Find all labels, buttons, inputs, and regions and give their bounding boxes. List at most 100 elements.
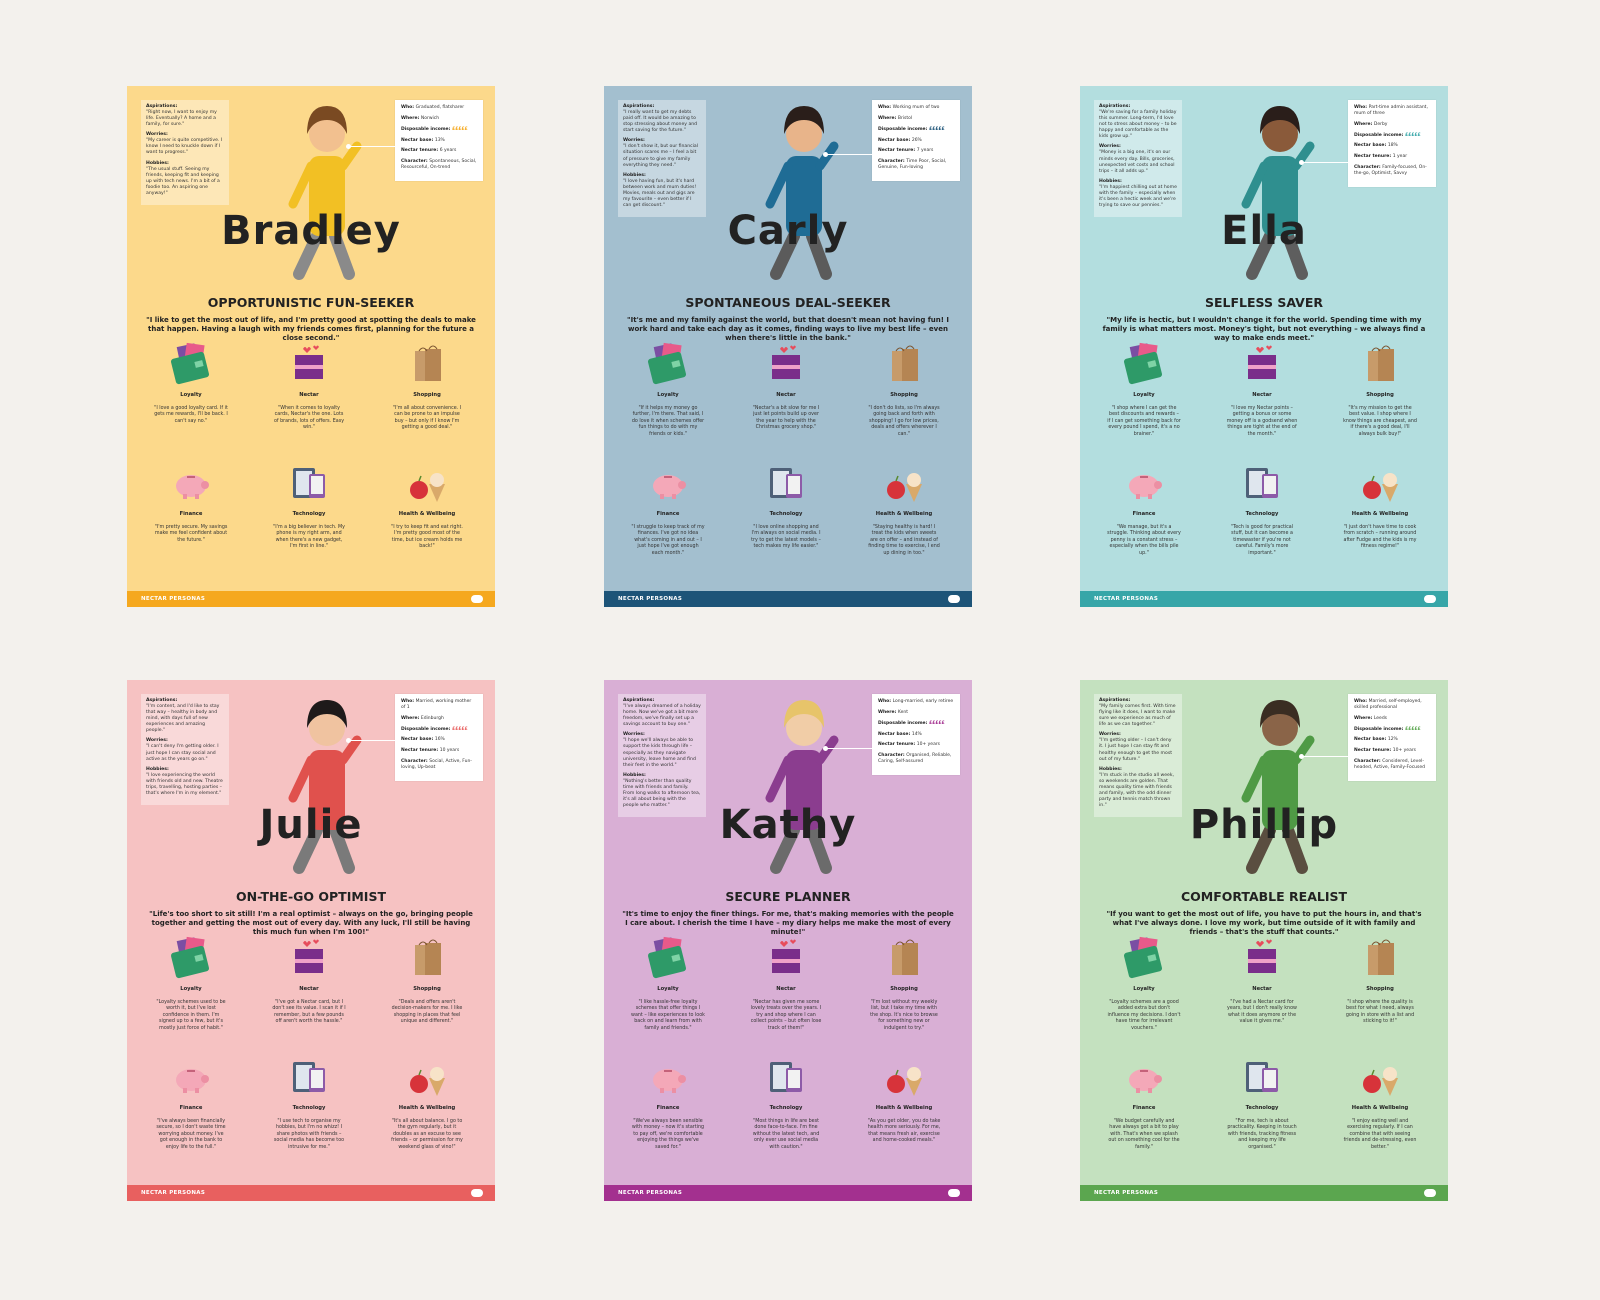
profile-label-tenure: Nectar tenure: (878, 148, 917, 154)
label-hobbies: Hobbies: (1099, 766, 1122, 772)
profile-character: Character: Time Poor, Social, Genuine, F… (878, 159, 954, 171)
category-quote: "I'm all about convenience. I can be pro… (392, 406, 462, 431)
category-label: Nectar (299, 986, 319, 992)
profile-where: Where: Bristol (878, 116, 954, 122)
category-quote: "I try to keep fit and eat right. I'm pr… (391, 525, 463, 550)
label-hobbies: Hobbies: (623, 772, 646, 778)
profile-value-where: Leeds (1373, 715, 1388, 721)
category-label: Technology (769, 1105, 803, 1111)
profile-value-where: Derby (1373, 121, 1388, 127)
profile-income: Disposable income: £££££ (401, 127, 477, 133)
text-hobbies: "I'm stuck in the studio all week, so we… (1099, 772, 1174, 808)
profile-label-base: Nectar base: (878, 731, 912, 737)
profile-income: Disposable income: £££££ (878, 127, 954, 133)
profile-label-income: Disposable income: (401, 126, 452, 132)
category-label: Finance (656, 1105, 680, 1111)
profile-who: Who: Married, self-employed, skilled pro… (1354, 699, 1430, 711)
category-finance: Finance "We manage, but it's a struggle. … (1089, 460, 1199, 557)
health-icon (410, 473, 445, 502)
category-loyalty: Loyalty "I shop where I can get the best … (1089, 341, 1199, 438)
label-hobbies: Hobbies: (146, 766, 169, 772)
label-aspirations: Aspirations: (623, 104, 655, 109)
category-quote: "When it comes to loyalty cards, Nectar'… (273, 406, 345, 431)
category-health: Health & Wellbeing "I try to keep fit and… (372, 460, 482, 551)
profile-who: Who: Part-time admin assistant, mum of t… (1354, 105, 1430, 117)
speech-bubble-icon (1424, 1189, 1436, 1197)
profile-box: Who: Part-time admin assistant, mum of t… (1348, 100, 1436, 187)
profile-box: Who: Working mum of two Where: Bristol Dis… (872, 100, 960, 181)
footer-bar: NECTAR PERSONAS (1080, 591, 1448, 607)
persona-quote: "Life's too short to sit still! I'm a re… (149, 910, 473, 937)
category-label: Shopping (890, 986, 918, 992)
category-technology: Technology "I'm a big believer in tech. M… (254, 460, 364, 551)
persona-card-ella: Aspirations: "We're saving for a family h… (1080, 86, 1448, 607)
profile-label-where: Where: (1354, 715, 1374, 721)
category-quote: "I'm pretty secure. My savings make me f… (154, 525, 228, 543)
label-aspirations: Aspirations: (146, 104, 178, 109)
category-loyalty: Loyalty "If it helps my money go further,… (613, 341, 723, 438)
profile-label-who: Who: (878, 699, 893, 704)
label-aspirations: Aspirations: (146, 698, 178, 703)
label-aspirations: Aspirations: (1099, 698, 1131, 703)
category-label: Finance (1132, 1105, 1156, 1111)
profile-value-where: Bristol (897, 115, 913, 121)
nectar-card-icon (295, 345, 323, 379)
profile-box: Who: Long-married, early retiree Where: K… (872, 694, 960, 775)
aspirations-hobbies: Hobbies: "The usual stuff. Seeing my frie… (146, 161, 224, 197)
persona-name: Julie (259, 802, 363, 848)
profile-box: Who: Married, working mother of 1 Where: … (395, 694, 483, 781)
category-quote: "I've got a Nectar card, but I don't see… (272, 1000, 346, 1025)
aspirations-aspirations: Aspirations: "We're saving for a family h… (1099, 104, 1177, 140)
persona-quote: "My life is hectic, but I wouldn't chang… (1102, 316, 1426, 343)
aspirations-box: Aspirations: "Right now, I want to enjoy … (141, 100, 229, 205)
profile-label-tenure: Nectar tenure: (401, 748, 440, 754)
persona-illustration (288, 106, 362, 280)
footer-bar: NECTAR PERSONAS (604, 591, 972, 607)
persona-name: Bradley (221, 208, 401, 254)
profile-tenure: Nectar tenure: 10+ years (1354, 748, 1430, 754)
piggy-bank-icon (1129, 1069, 1162, 1093)
category-shopping: Shopping "I'm all about convenience. I ca… (372, 341, 482, 432)
category-label: Loyalty (1133, 392, 1155, 398)
category-label: Nectar (1252, 986, 1272, 992)
persona-quote: "It's me and my family against the world… (626, 316, 950, 343)
category-quote: "We manage, but it's a struggle. Thinkin… (1107, 525, 1181, 556)
connector-dot (1299, 160, 1304, 165)
category-finance: Finance "I'm pretty secure. My savings ma… (136, 460, 246, 544)
label-hobbies: Hobbies: (623, 172, 646, 178)
category-label: Nectar (776, 392, 796, 398)
category-quote: "I like hassle-free loyalty schemes that… (631, 1000, 705, 1031)
persona-quote: "I like to get the most out of life, and… (146, 316, 476, 343)
text-aspirations: "I really want to get my debts paid off.… (623, 110, 698, 134)
profile-label-where: Where: (878, 709, 898, 715)
profile-value-who: Married, working mother of 1 (401, 699, 472, 710)
speech-bubble-icon (948, 595, 960, 603)
category-shopping: Shopping "It's my mission to get the best… (1325, 341, 1435, 438)
category-quote: "We've always been sensible with money –… (631, 1119, 705, 1150)
category-quote: "We budget carefully and have always got… (1108, 1119, 1180, 1150)
persona-title: ON-THE-GO OPTIMIST (236, 889, 386, 904)
profile-label-tenure: Nectar tenure: (1354, 154, 1393, 160)
category-quote: "I love my Nectar points – getting a bon… (1226, 406, 1298, 437)
category-label: Finance (1132, 511, 1156, 517)
profile-base: Nectar base: 26% (878, 138, 954, 144)
category-quote: "I love online shopping and I'm always o… (751, 525, 821, 550)
category-technology: Technology "I love online shopping and I'… (731, 460, 841, 551)
category-quote: "Loyalty schemes used to be worth it, bu… (156, 1000, 226, 1031)
text-hobbies: "I'm happiest chilling out at home with … (1099, 184, 1177, 208)
category-quote: "I've had a Nectar card for years, but I… (1227, 1000, 1297, 1025)
profile-label-character: Character: (401, 159, 430, 165)
footer-bar: NECTAR PERSONAS (127, 591, 495, 607)
profile-label-income: Disposable income: (878, 720, 929, 726)
category-loyalty: Loyalty "I like hassle-free loyalty schem… (613, 935, 723, 1032)
text-worries: "I can't deny I'm getting older. I just … (146, 744, 219, 762)
profile-tenure: Nectar tenure: 7 years (878, 148, 954, 154)
profile-label-base: Nectar base: (401, 737, 435, 743)
connector-line (1302, 756, 1348, 757)
nectar-card-icon (772, 345, 800, 379)
category-loyalty: Loyalty "I love a good loyalty card. If i… (136, 341, 246, 425)
profile-label-base: Nectar base: (401, 137, 435, 143)
category-quote: "Staying healthy is hard! I treat the ki… (868, 525, 940, 556)
profile-base: Nectar base: 18% (1354, 143, 1430, 149)
profile-value-income: £££££ (928, 720, 945, 726)
